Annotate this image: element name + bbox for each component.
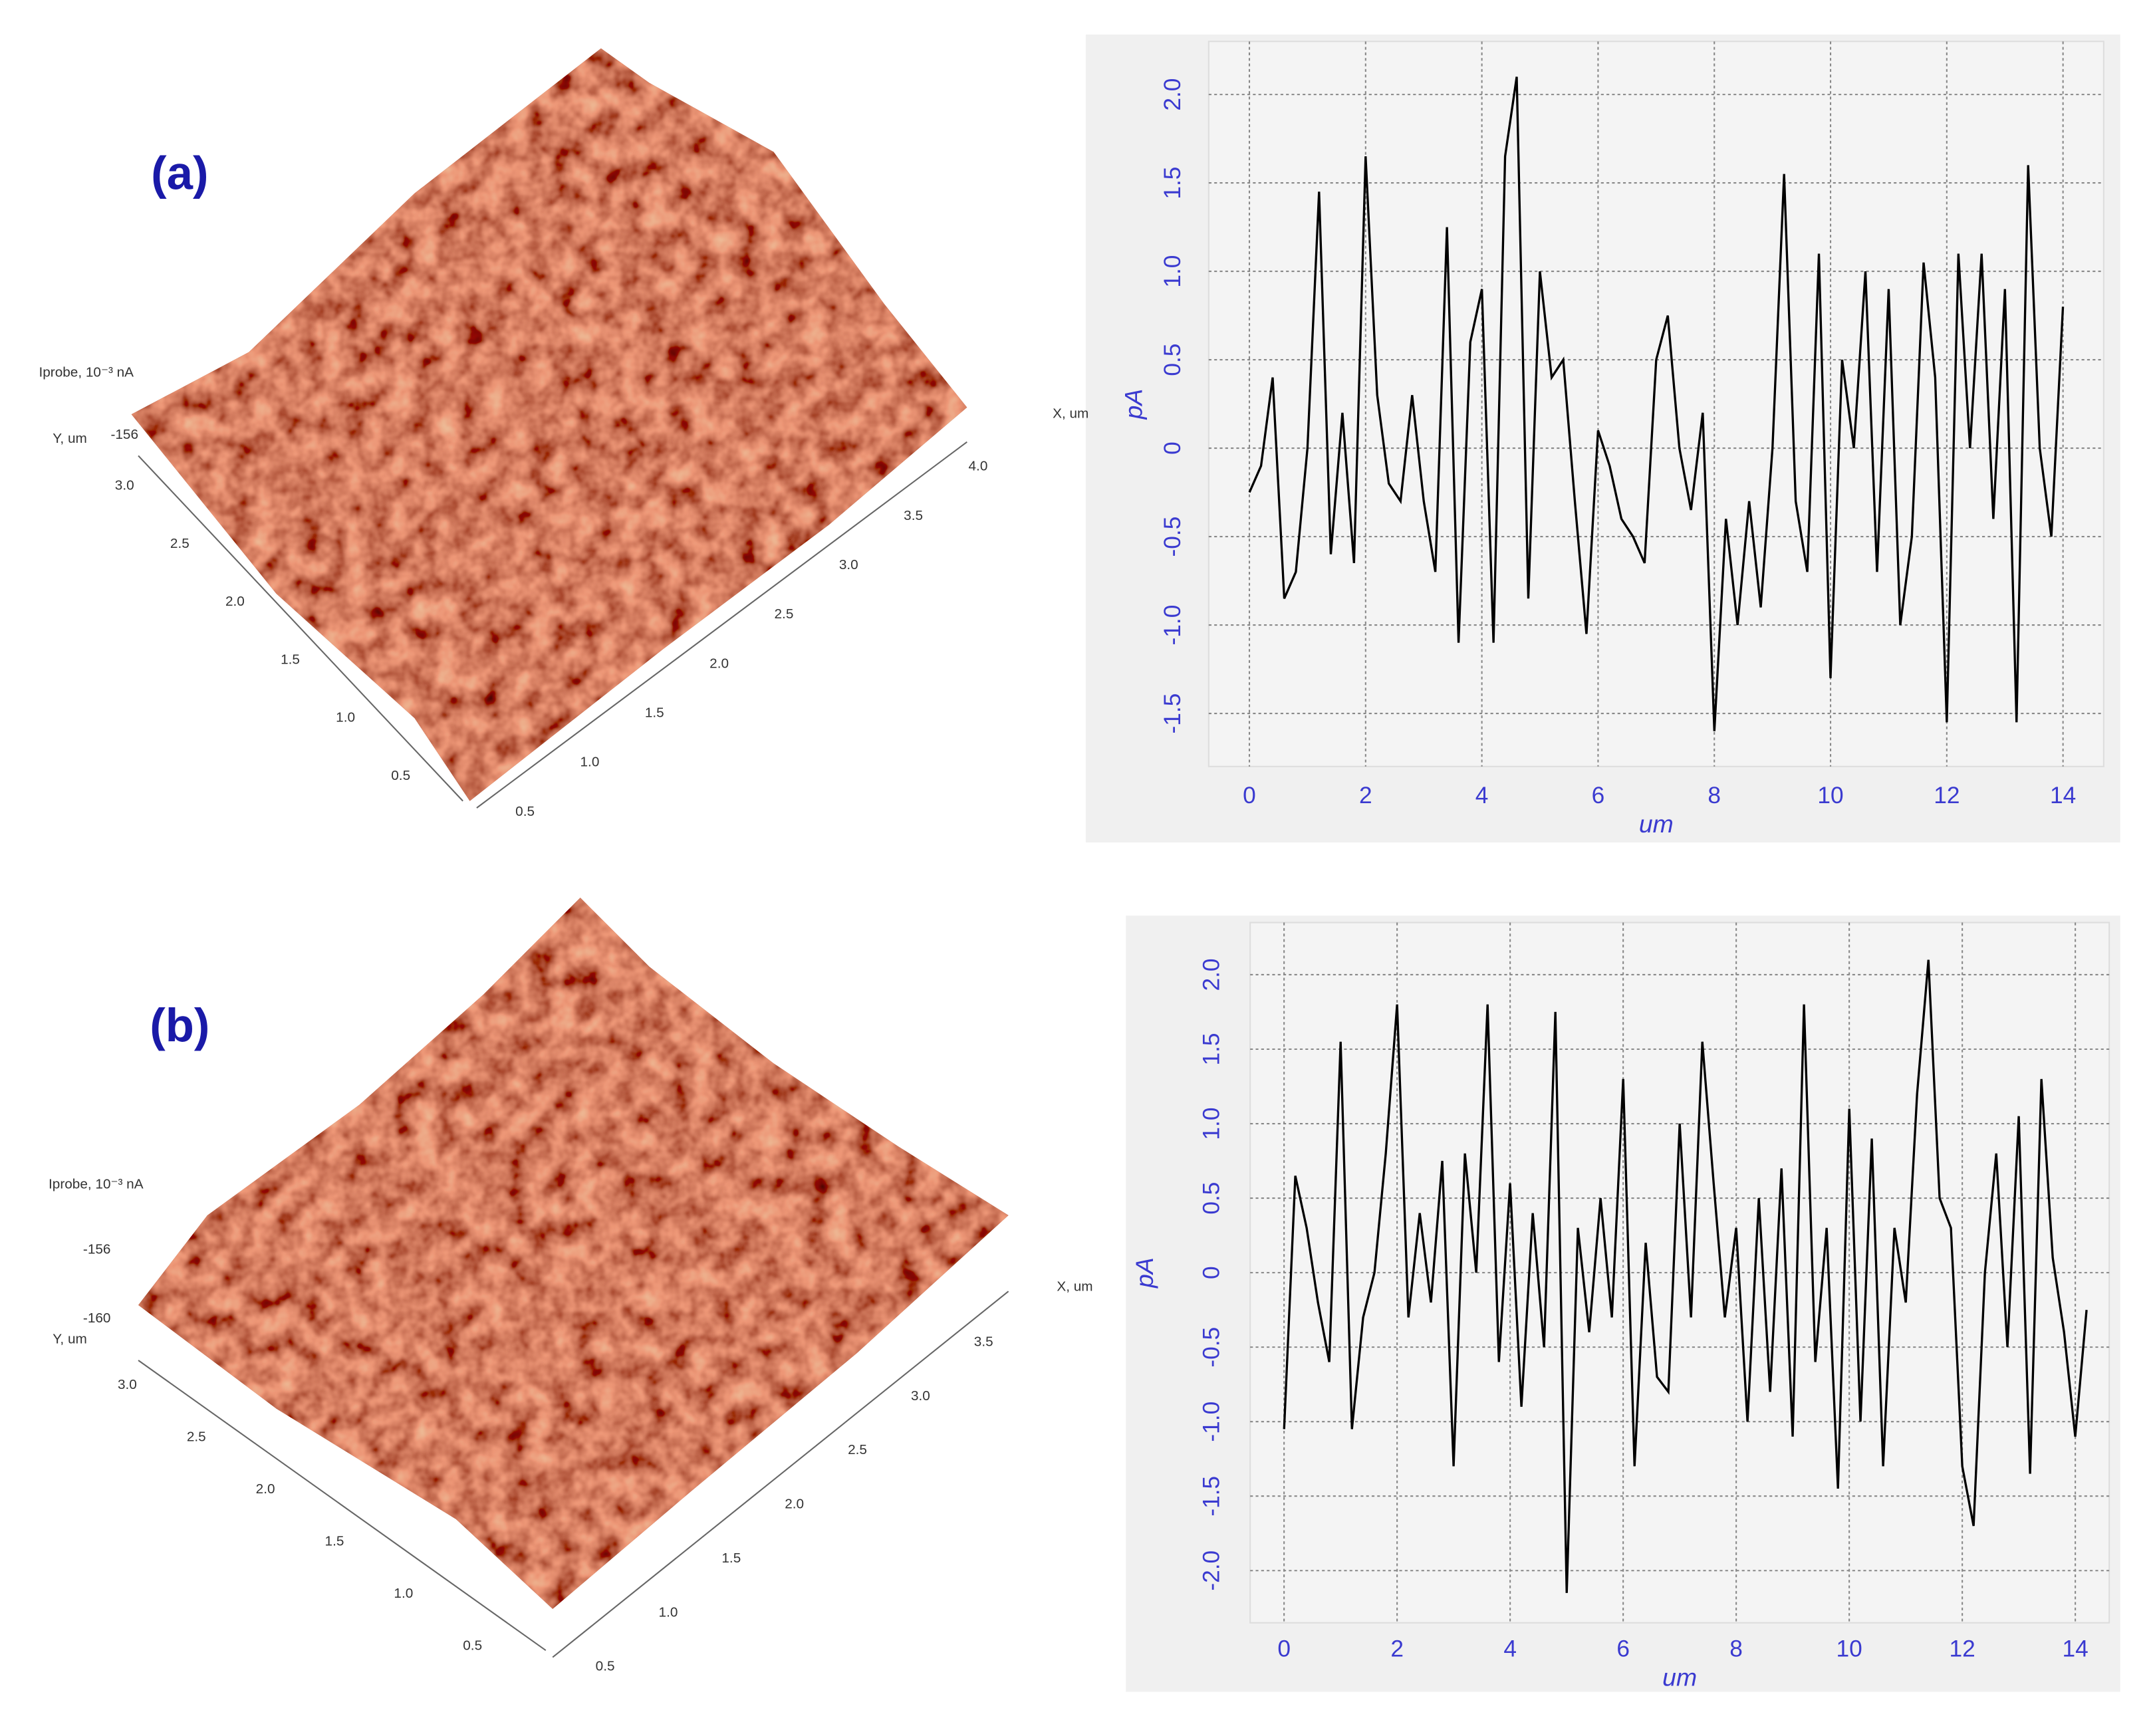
y-tick-label: 1.5 — [281, 652, 300, 667]
y-tick-label: 1.0 — [394, 1586, 413, 1601]
y-tick-label: 0.5 — [391, 768, 410, 783]
z-tick-label: -160 — [83, 1310, 111, 1326]
x-tick-label: 0.5 — [596, 1659, 615, 1674]
x-tick-label: 6 — [1616, 1636, 1630, 1662]
x-tick-label: 8 — [1729, 1636, 1743, 1662]
y-tick-label: -1.5 — [1198, 1476, 1224, 1517]
data-line — [1248, 76, 2065, 731]
y-tick-label: 1.0 — [1160, 255, 1186, 288]
y-tick-label: 0 — [1198, 1266, 1224, 1279]
y-tick-label: 2.0 — [225, 594, 245, 609]
axis-line — [138, 455, 463, 802]
z-axis-label: Iprobe, 10⁻³ nA — [49, 1177, 144, 1192]
x-tick-label: 0 — [1243, 783, 1256, 808]
x-axis-label: um — [1639, 810, 1674, 838]
y-tick-label: 1.5 — [1160, 167, 1186, 199]
x-tick-label: 2.0 — [709, 656, 729, 671]
plot-area — [1207, 41, 2104, 767]
surface-texture — [131, 48, 967, 801]
y-tick-label: 2.5 — [187, 1429, 206, 1444]
x-tick-label: 2.5 — [775, 606, 794, 622]
x-tick-label: 2.5 — [848, 1442, 867, 1457]
x-tick-label: 8 — [1708, 783, 1721, 808]
x-axis-label: um — [1662, 1664, 1697, 1691]
x-tick-label: 0 — [1277, 1636, 1291, 1662]
x-tick-label: 3.0 — [911, 1388, 930, 1404]
data-line — [1283, 959, 2088, 1593]
x-tick-label: 6 — [1592, 783, 1605, 808]
y-tick-label: -0.5 — [1198, 1327, 1224, 1368]
y-tick-label: 0.5 — [1198, 1182, 1224, 1215]
x-tick-label: 12 — [1950, 1636, 1975, 1662]
y-tick-label: -1.0 — [1198, 1402, 1224, 1442]
axis-line — [476, 441, 967, 808]
x-tick-label: 10 — [1817, 783, 1843, 808]
x-axis-label: X, um — [1053, 406, 1088, 422]
y-axis-label: pA — [1130, 1257, 1158, 1289]
y-tick-label: 2.0 — [256, 1481, 275, 1497]
x-tick-label: 12 — [1934, 783, 1960, 808]
x-tick-label: 4 — [1475, 783, 1489, 808]
x-tick-label: 2 — [1390, 1636, 1404, 1662]
x-tick-label: 4 — [1503, 1636, 1517, 1662]
y-tick-label: 1.5 — [325, 1533, 344, 1549]
x-tick-label: 3.0 — [839, 557, 858, 572]
y-tick-label: 2.0 — [1160, 78, 1186, 111]
y-tick-label: 1.5 — [1198, 1033, 1224, 1065]
x-tick-label: 2 — [1359, 783, 1372, 808]
y-axis-label: Y, um — [53, 1331, 87, 1346]
y-tick-label: 0.5 — [1160, 344, 1186, 376]
x-tick-label: 1.5 — [721, 1550, 741, 1566]
x-axis-label: X, um — [1057, 1279, 1092, 1294]
z-tick-label: -156 — [110, 427, 138, 442]
z-axis-label: Iprobe, 10⁻³ nA — [39, 364, 134, 380]
plot-area — [1249, 922, 2110, 1624]
y-axis-label: Y, um — [53, 431, 87, 446]
x-tick-label: 10 — [1837, 1636, 1862, 1662]
axis-line — [138, 1360, 547, 1652]
x-tick-label: 14 — [2063, 1636, 2089, 1662]
panel-label: (b) — [150, 999, 209, 1051]
y-tick-label: 1.0 — [336, 710, 355, 725]
y-tick-label: 2.0 — [1198, 958, 1224, 991]
x-tick-label: 2.0 — [785, 1497, 804, 1512]
axis-line — [552, 1291, 1009, 1658]
y-tick-label: 2.5 — [170, 536, 190, 551]
y-tick-label: 3.0 — [115, 478, 134, 493]
y-tick-label: 0 — [1160, 441, 1186, 455]
panel-label: (a) — [151, 147, 208, 199]
x-tick-label: 1.0 — [659, 1604, 678, 1620]
y-tick-label: -0.5 — [1160, 517, 1186, 557]
x-tick-label: 14 — [2050, 783, 2076, 808]
y-axis-label: pA — [1120, 389, 1148, 420]
y-tick-label: 3.0 — [118, 1377, 137, 1392]
y-tick-label: 0.5 — [463, 1638, 482, 1653]
y-tick-label: 1.0 — [1198, 1108, 1224, 1140]
x-tick-label: 4.0 — [969, 459, 988, 474]
z-tick-label: -156 — [83, 1241, 111, 1257]
x-tick-label: 1.0 — [580, 755, 600, 770]
y-tick-label: -2.0 — [1198, 1550, 1224, 1591]
surface-texture — [138, 898, 1009, 1609]
x-tick-label: 0.5 — [515, 804, 535, 819]
x-tick-label: 3.5 — [974, 1334, 993, 1349]
y-tick-label: -1.0 — [1160, 605, 1186, 646]
x-tick-label: 3.5 — [904, 508, 923, 523]
y-tick-label: -1.5 — [1160, 693, 1186, 734]
x-tick-label: 1.5 — [645, 705, 664, 720]
